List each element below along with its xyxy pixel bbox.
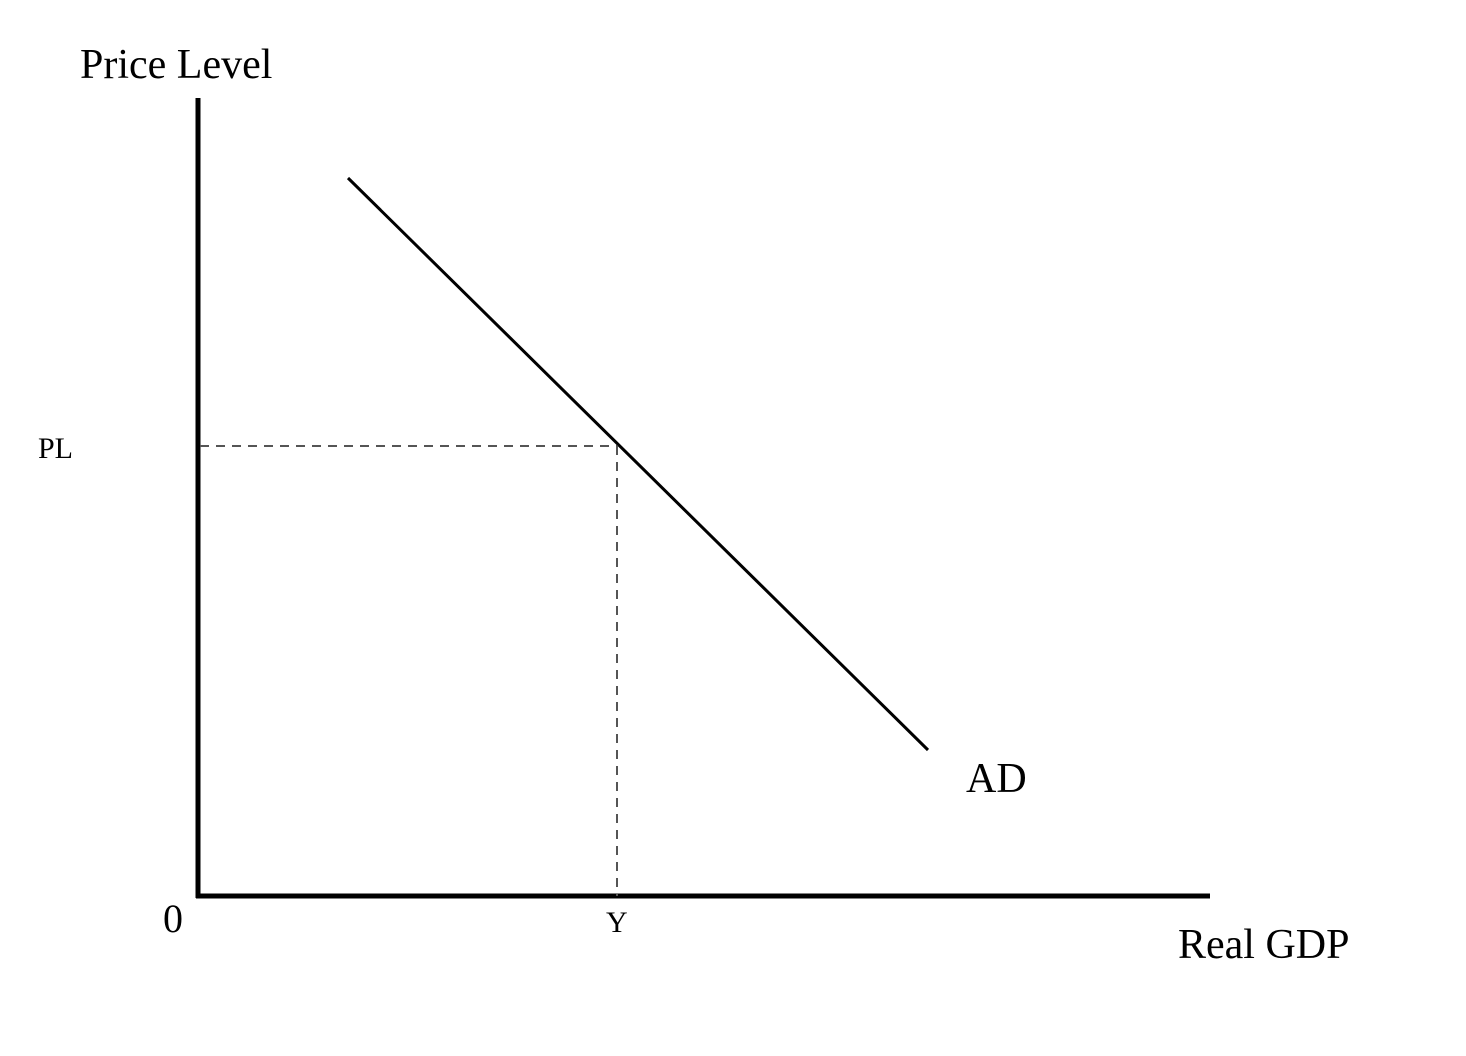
origin-label: 0 — [163, 896, 183, 941]
ad-curve-label: AD — [966, 756, 1027, 802]
x-axis-label: Real GDP — [1178, 922, 1350, 968]
price-level-marker-label: PL — [38, 432, 73, 465]
y-axis-label: Price Level — [80, 42, 272, 88]
ad-curve — [346, 176, 930, 752]
output-marker-label: Y — [606, 906, 628, 939]
